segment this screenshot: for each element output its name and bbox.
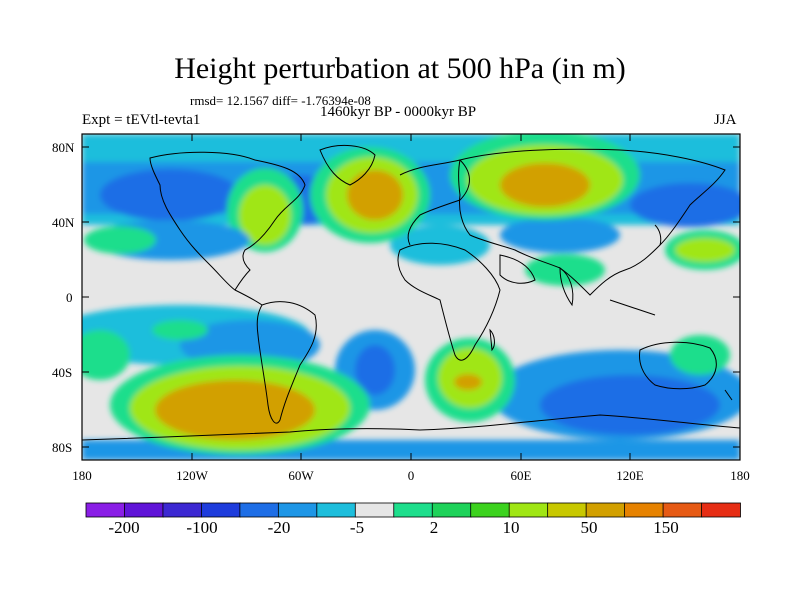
colorbar-swatch	[277, 502, 318, 518]
colorbar	[85, 502, 741, 518]
x-label-120w: 120W	[176, 468, 208, 483]
coastlines	[82, 144, 740, 441]
colorbar-swatch	[354, 502, 395, 518]
greenland-coast	[319, 144, 376, 186]
south-america-coast	[256, 301, 317, 424]
colorbar-swatch	[85, 502, 126, 518]
colorbar-label-10: 10	[502, 518, 520, 537]
x-label-60w: 60W	[288, 468, 314, 483]
x-label-120e: 120E	[616, 468, 644, 483]
colorbar-swatch	[508, 502, 549, 518]
colorbar-swatch	[701, 502, 741, 518]
y-label-80n: 80N	[52, 140, 75, 155]
north-pacific-blue	[100, 169, 240, 221]
colorbar-swatch	[201, 502, 241, 518]
period-label: 1460kyr BP - 0000kyr BP	[320, 104, 477, 120]
colorbar-swatch	[393, 502, 434, 518]
season-label: JJA	[714, 112, 737, 128]
colorbar-swatch	[547, 502, 588, 518]
antarctica-coast	[82, 414, 740, 441]
southern-indian-darkblue	[540, 375, 720, 435]
north-america-yellowgreen	[239, 185, 291, 245]
arabia-coast	[499, 254, 536, 284]
colorbar-label-neg20: -20	[267, 518, 291, 537]
west-pacific-aqua	[84, 226, 156, 254]
colorbar-label-neg200: -200	[108, 518, 140, 537]
colorbar-label-neg5: -5	[349, 518, 365, 537]
new-zealand-coast	[724, 389, 733, 401]
colorbar-swatch	[585, 502, 626, 518]
north-atlantic-orange	[347, 170, 403, 220]
southeast-asia-coast	[609, 299, 656, 316]
colorbar-label-50: 50	[580, 518, 598, 537]
colorbar-swatch	[431, 502, 472, 518]
south-east-pacific-orange	[155, 380, 315, 440]
eurasia-orange	[500, 163, 590, 207]
east-asia-blue	[630, 183, 740, 227]
x-label-0: 0	[407, 468, 415, 483]
india-coast	[559, 267, 574, 307]
experiment-label: Expt = tEVtl-tevta1	[82, 112, 201, 128]
north-america-coast	[149, 151, 306, 291]
india-aqua	[525, 254, 605, 286]
asia-coast	[458, 148, 726, 296]
japan-coast	[654, 224, 662, 246]
contour-field	[82, 134, 740, 460]
stats-label: rmsd= 12.1567 diff= -1.76394e-08	[190, 93, 371, 108]
map-title: Height perturbation at 500 hPa (in m)	[174, 52, 626, 85]
x-label-180w: 180	[72, 468, 92, 483]
south-africa-orange	[454, 374, 482, 390]
y-label-40s: 40S	[52, 365, 73, 380]
colorbar-swatch	[162, 502, 203, 518]
colorbar-label-neg100: -100	[186, 518, 218, 537]
east-pacific-yellowgreen	[675, 238, 735, 262]
x-label-60e: 60E	[510, 468, 532, 483]
mediterranean-cyan	[390, 225, 490, 265]
south-atlantic-darkblue	[355, 345, 395, 395]
colorbar-label-2: 2	[429, 518, 439, 537]
colorbar-swatch	[624, 502, 664, 518]
central-america-coast	[234, 289, 263, 306]
colorbar-label-150: 150	[653, 518, 679, 537]
south-pacific-aqua	[152, 320, 208, 340]
y-label-80s: 80S	[52, 440, 73, 455]
south-west-pacific-aqua	[670, 335, 730, 375]
x-label-180e: 180	[730, 468, 750, 483]
australia-coast	[639, 341, 717, 390]
central-asia-blue	[500, 217, 620, 253]
y-label-40n: 40N	[52, 215, 75, 230]
colorbar-swatch	[470, 502, 511, 518]
west-edge-aqua	[82, 330, 130, 380]
madagascar-coast	[489, 328, 495, 352]
colorbar-swatch	[239, 502, 280, 518]
africa-coast	[397, 242, 501, 361]
colorbar-swatch	[662, 502, 703, 518]
colorbar-swatch	[316, 502, 357, 518]
axis-ticks	[81, 134, 741, 460]
y-label-0: 0	[66, 290, 73, 305]
colorbar-swatch	[124, 502, 164, 518]
